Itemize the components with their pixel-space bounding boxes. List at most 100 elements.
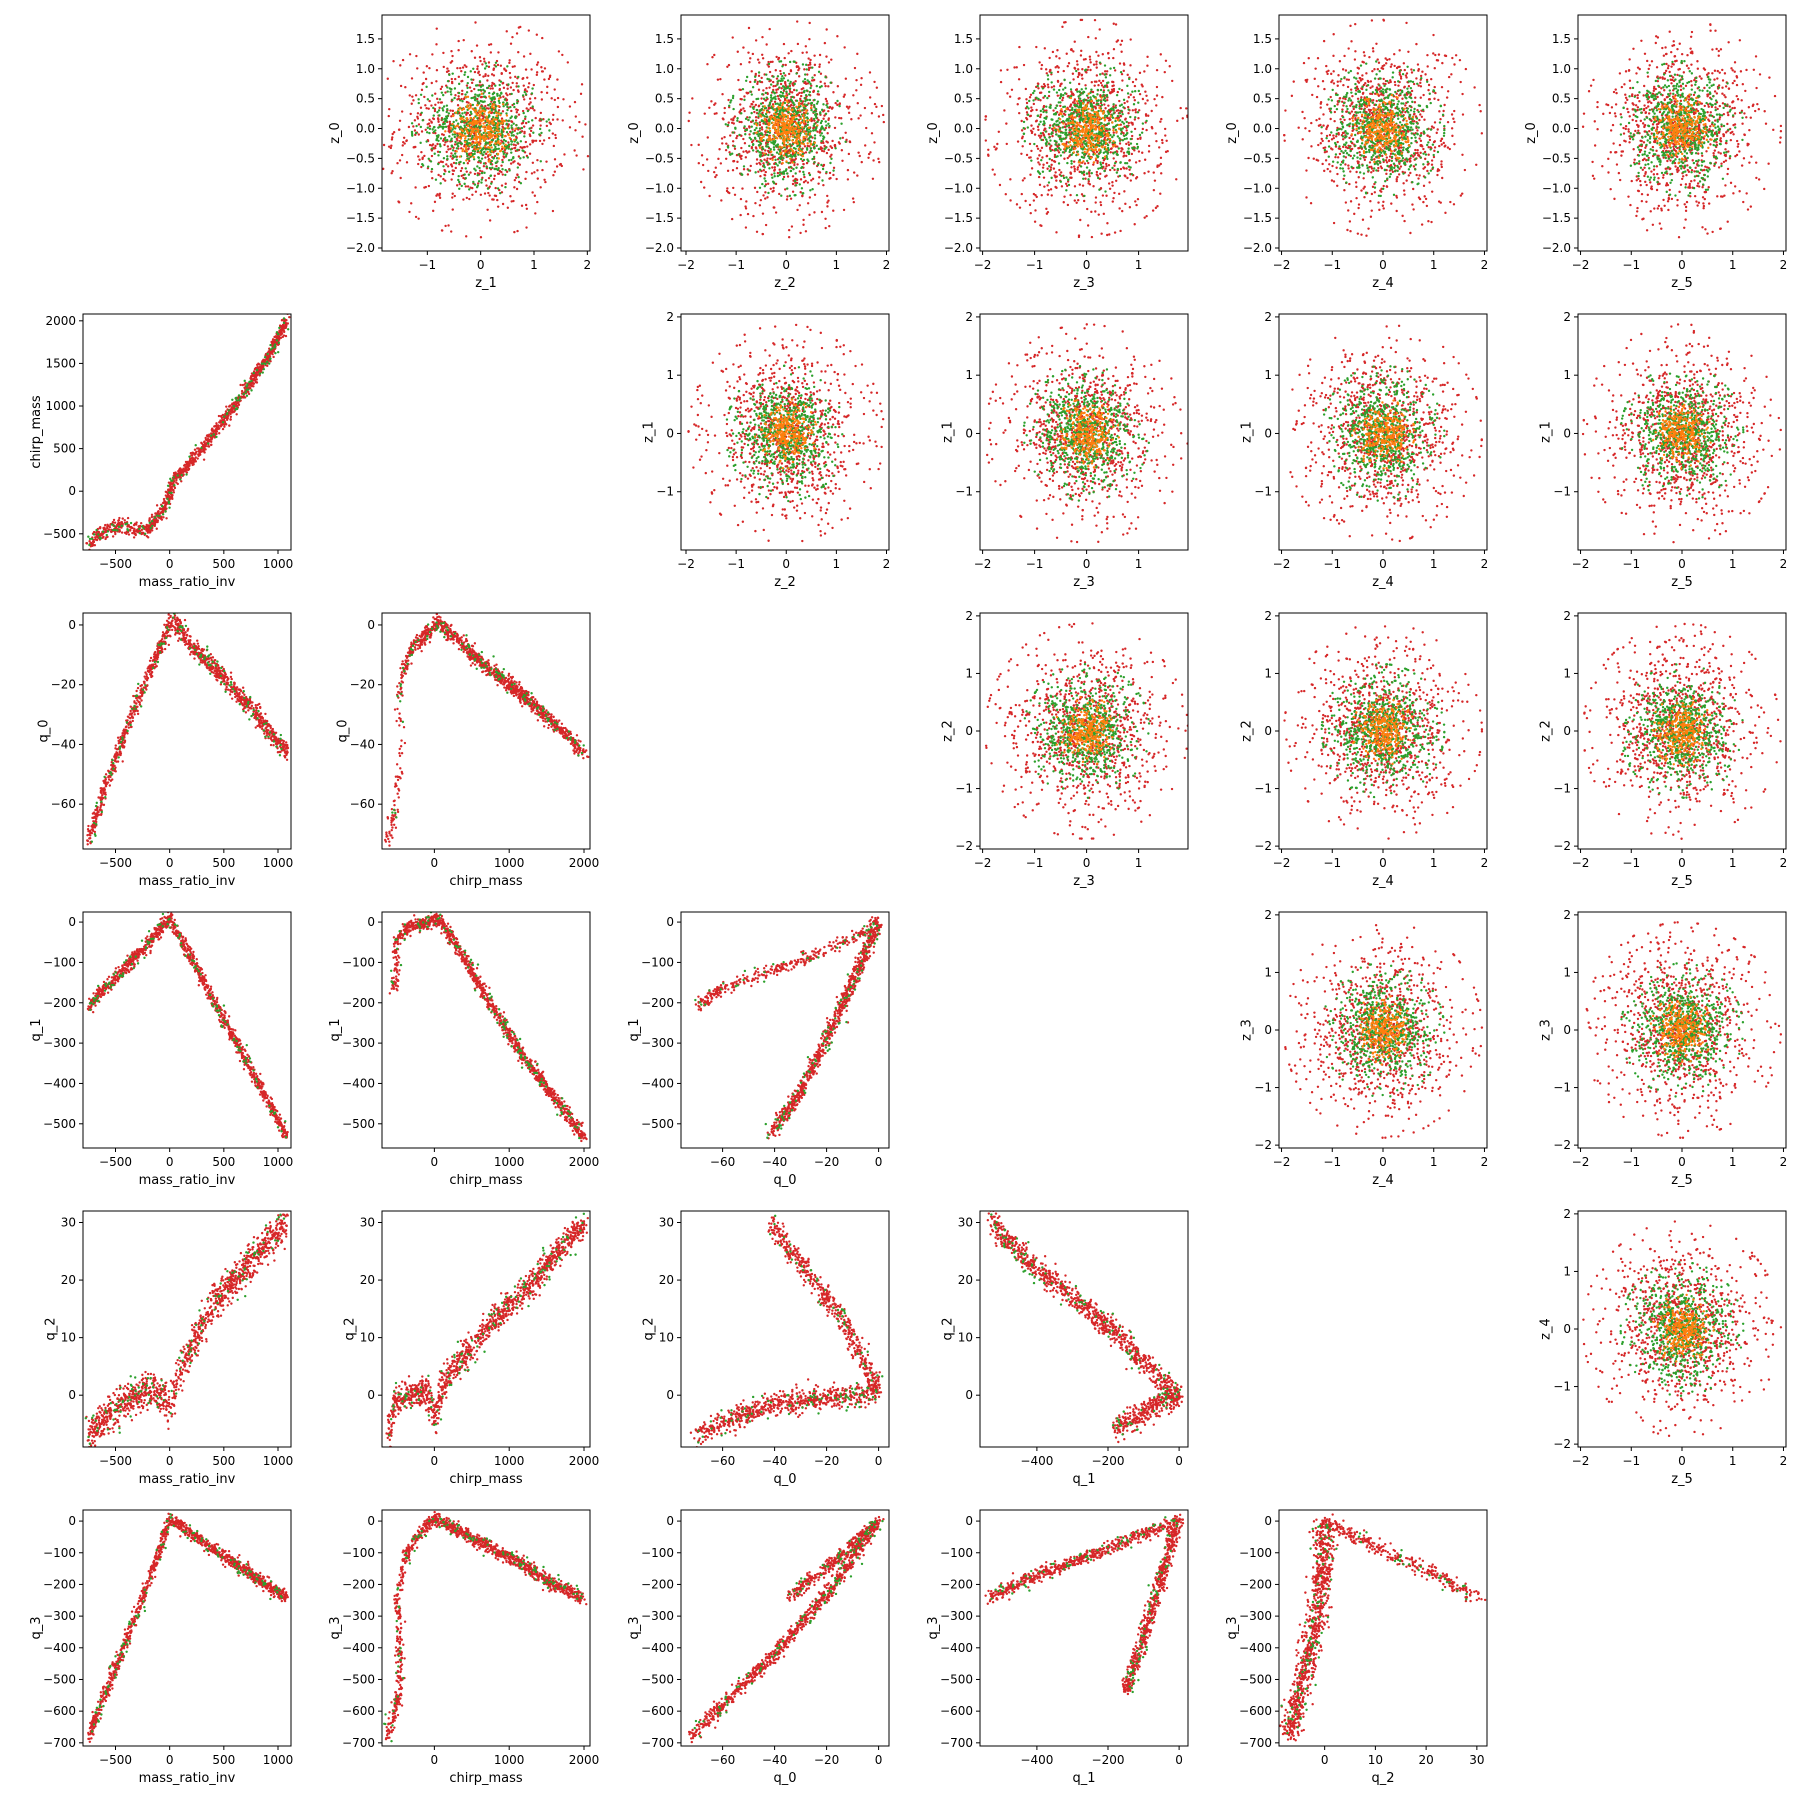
point-green xyxy=(798,141,801,144)
point-orange xyxy=(787,108,790,111)
point-red xyxy=(825,28,828,31)
point-red xyxy=(1063,157,1066,160)
point-green xyxy=(469,119,472,122)
point-orange xyxy=(755,124,759,127)
point-green xyxy=(477,88,480,92)
point-red xyxy=(502,95,505,98)
point-red xyxy=(1118,142,1122,145)
point-green xyxy=(538,133,541,136)
point-green xyxy=(435,138,438,141)
point-red xyxy=(502,86,506,90)
point-orange xyxy=(795,114,798,118)
point-red xyxy=(1127,105,1130,109)
point-red xyxy=(1093,80,1097,83)
point-red xyxy=(1153,97,1156,101)
point-red xyxy=(430,81,433,85)
point-red xyxy=(869,151,872,154)
point-red xyxy=(726,191,730,194)
point-red xyxy=(484,74,487,78)
point-orange xyxy=(784,149,788,152)
point-green xyxy=(1048,136,1051,139)
point-green xyxy=(806,112,809,115)
point-red xyxy=(476,182,480,185)
point-red xyxy=(534,212,537,215)
point-orange xyxy=(460,108,464,112)
point-red xyxy=(1036,147,1040,150)
point-orange xyxy=(497,157,500,160)
point-red xyxy=(1087,179,1091,183)
point-orange xyxy=(488,142,492,146)
point-green xyxy=(780,154,783,158)
point-green xyxy=(1068,133,1071,136)
point-green xyxy=(791,142,795,146)
point-red xyxy=(540,66,543,69)
point-red xyxy=(1055,179,1058,182)
axes-frame xyxy=(680,14,890,252)
point-red xyxy=(817,182,820,185)
point-red xyxy=(1112,157,1115,160)
point-red xyxy=(859,114,862,117)
point-red xyxy=(1163,127,1167,131)
point-red xyxy=(515,187,519,191)
point-red xyxy=(1041,156,1044,159)
point-green xyxy=(801,109,804,112)
point-green xyxy=(494,140,498,143)
point-green xyxy=(430,167,434,171)
point-orange xyxy=(816,124,819,127)
point-red xyxy=(1118,207,1121,210)
point-red xyxy=(744,205,747,208)
point-green xyxy=(1059,137,1063,141)
point-green xyxy=(772,146,776,149)
point-orange xyxy=(755,131,758,134)
point-green xyxy=(464,167,467,170)
point-green xyxy=(794,147,797,150)
point-green xyxy=(515,124,518,127)
point-red xyxy=(1042,105,1045,109)
point-red xyxy=(553,98,557,102)
point-red xyxy=(873,141,876,144)
point-red xyxy=(438,194,441,197)
point-red xyxy=(402,140,405,144)
point-orange xyxy=(801,150,804,153)
point-green xyxy=(1032,99,1035,102)
point-red xyxy=(550,97,553,100)
point-red xyxy=(752,139,755,142)
point-green xyxy=(753,75,757,78)
point-red xyxy=(742,168,746,171)
point-red xyxy=(784,63,787,67)
point-green xyxy=(1118,111,1122,115)
point-red xyxy=(813,54,816,57)
point-green xyxy=(1129,115,1132,119)
point-red xyxy=(465,170,468,173)
point-orange xyxy=(489,126,493,130)
point-green xyxy=(807,93,811,97)
point-orange xyxy=(488,158,492,162)
point-red xyxy=(1112,105,1115,108)
point-orange xyxy=(469,132,473,136)
point-orange xyxy=(494,118,498,121)
point-red xyxy=(754,39,758,42)
point-red xyxy=(431,143,435,146)
point-red xyxy=(873,102,877,106)
point-red xyxy=(1023,177,1026,180)
point-red xyxy=(1107,51,1110,55)
point-red xyxy=(499,96,502,99)
point-red xyxy=(1038,154,1041,157)
point-green xyxy=(801,63,805,66)
point-red xyxy=(524,68,528,71)
point-orange xyxy=(779,106,783,109)
point-green xyxy=(479,88,482,92)
point-red xyxy=(1141,151,1144,154)
point-red xyxy=(754,119,758,122)
point-green xyxy=(1115,152,1119,156)
point-red xyxy=(1111,181,1114,184)
point-green xyxy=(1070,159,1073,163)
point-green xyxy=(742,165,746,168)
point-red xyxy=(820,149,824,153)
point-red xyxy=(444,141,447,144)
point-green xyxy=(1097,132,1100,135)
y-tick-label: 0.5 xyxy=(356,92,375,106)
point-red xyxy=(762,169,765,172)
point-red xyxy=(517,51,520,54)
point-green xyxy=(825,170,828,174)
